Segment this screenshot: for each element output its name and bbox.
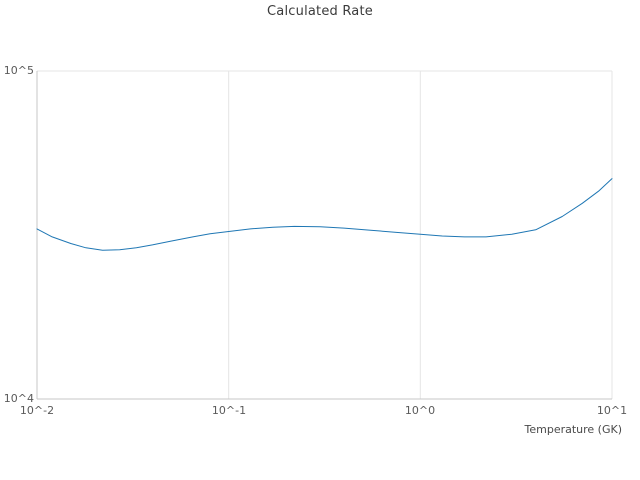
x-tick-1e-1: 10^-1 [211,404,247,417]
x-tick-1e-2: 10^-2 [19,404,55,417]
rate-line [36,178,613,251]
x-tick-1e1: 10^1 [596,404,628,417]
chart-title: Calculated Rate [267,4,373,19]
x-tick-1e0: 10^0 [404,404,436,417]
y-tick-1e5: 10^5 [3,64,34,77]
x-axis-label: Temperature (GK) [524,423,623,436]
y-tick-1e4: 10^4 [3,392,34,405]
